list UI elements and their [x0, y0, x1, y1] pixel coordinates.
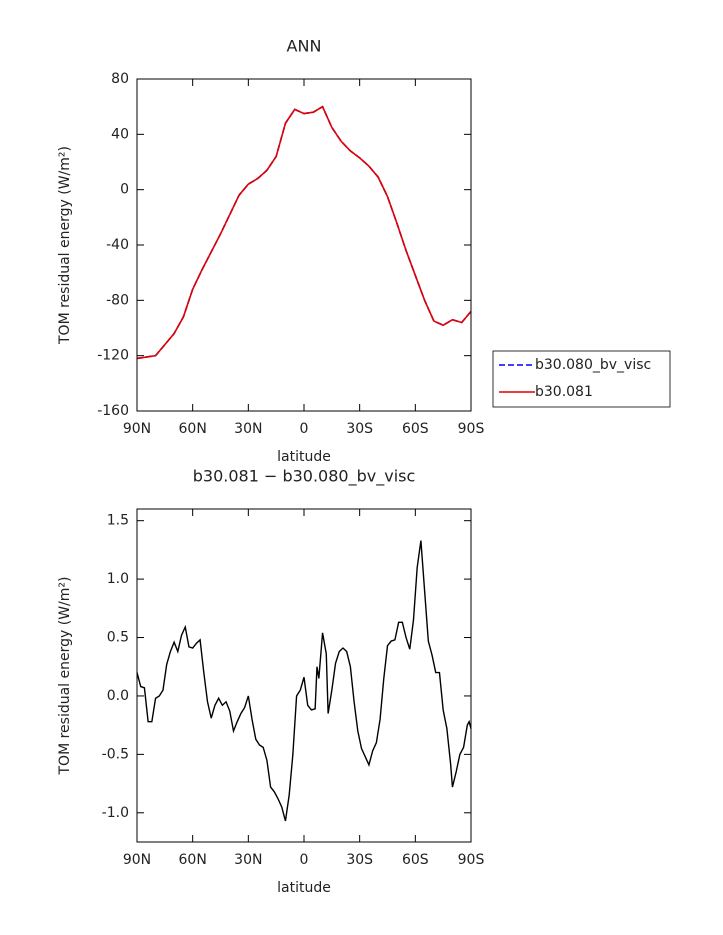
y-tick-label: -120 [97, 348, 129, 364]
y-tick-label: 0.5 [107, 630, 129, 646]
y-tick-label: 80 [111, 71, 129, 87]
y-tick-label: -160 [97, 403, 129, 419]
chart-title: ANN [287, 37, 322, 56]
x-tick-label: 90S [458, 421, 485, 437]
x-tick-label: 0 [300, 421, 309, 437]
x-tick-label: 30S [346, 852, 373, 868]
y-axis-label: TOM residual energy (W/m²) [57, 146, 73, 345]
x-tick-label: 90S [458, 852, 485, 868]
x-tick-label: 90N [123, 421, 151, 437]
y-tick-label: 0 [120, 182, 129, 198]
x-tick-label: 30N [234, 421, 262, 437]
y-tick-label: 1.5 [107, 513, 129, 529]
x-axis-label: latitude [277, 449, 331, 465]
x-tick-label: 60N [179, 421, 207, 437]
x-tick-label: 0 [300, 852, 309, 868]
plot-frame [136, 508, 472, 843]
legend-label: b30.080_bv_visc [535, 357, 651, 373]
y-axis-label: TOM residual energy (W/m²) [57, 577, 73, 776]
data-line [136, 105, 472, 360]
legend-box [492, 350, 671, 408]
y-tick-label: -80 [106, 292, 129, 308]
x-axis-label: latitude [277, 880, 331, 896]
x-tick-label: 60S [402, 852, 429, 868]
data-line [136, 540, 472, 822]
y-tick-label: 40 [111, 126, 129, 142]
legend-label: b30.081 [535, 384, 593, 400]
chart-title: b30.081 − b30.080_bv_visc [193, 467, 416, 487]
data-line [136, 105, 472, 360]
y-tick-label: 1.0 [107, 571, 129, 587]
y-tick-label: 0.0 [107, 688, 129, 704]
y-tick-label: -40 [106, 237, 129, 253]
y-tick-label: -0.5 [102, 746, 129, 762]
x-tick-label: 90N [123, 852, 151, 868]
x-tick-label: 60N [179, 852, 207, 868]
y-tick-label: -1.0 [102, 805, 129, 821]
x-tick-label: 30S [346, 421, 373, 437]
x-tick-label: 30N [234, 852, 262, 868]
plot-frame [136, 78, 472, 412]
x-tick-label: 60S [402, 421, 429, 437]
